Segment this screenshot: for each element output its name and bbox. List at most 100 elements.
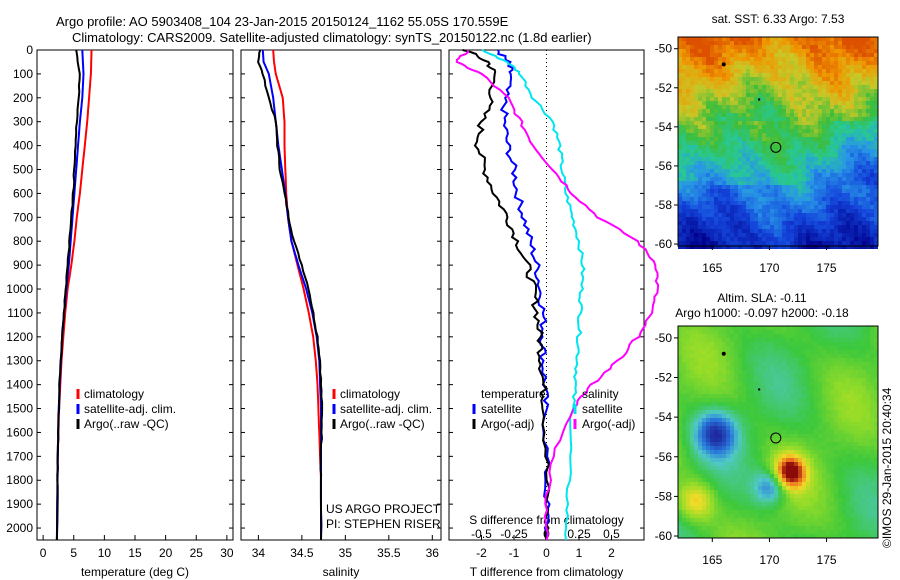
- sla-map-cell: [834, 482, 838, 486]
- sst-map-cell: [846, 217, 850, 221]
- sst-map-cell: [802, 77, 806, 81]
- sst-map-cell: [810, 229, 814, 233]
- sst-map-cell: [762, 141, 766, 145]
- sla-map-cell: [754, 426, 758, 430]
- sla-map-cell: [690, 366, 694, 370]
- sla-map-cell: [850, 378, 854, 382]
- sla-map-cell: [822, 370, 826, 374]
- sla-map-cell: [722, 482, 726, 486]
- sst-map-cell: [786, 177, 790, 181]
- depth-tick-label: 1100: [7, 306, 33, 320]
- sla-map-cell: [830, 390, 834, 394]
- sst-map-cell: [818, 37, 822, 41]
- sst-map-cell: [834, 141, 838, 145]
- sst-map-cell: [850, 57, 854, 61]
- sst-map-cell: [814, 233, 818, 237]
- sst-map-cell: [770, 225, 774, 229]
- sst-map-cell: [774, 45, 778, 49]
- sst-map-cell: [790, 141, 794, 145]
- salinity-plot-frame: [240, 49, 442, 541]
- sst-map-cell: [838, 233, 842, 237]
- sst-map-cell: [866, 193, 870, 197]
- sla-map-cell: [874, 334, 878, 338]
- sst-map-cell: [826, 113, 830, 117]
- sst-map-cell: [834, 101, 838, 105]
- sla-map-cell: [734, 430, 738, 434]
- sst-map-cell: [770, 93, 774, 97]
- sla-map-cell: [838, 446, 842, 450]
- sla-map-cell: [826, 470, 830, 474]
- sla-map-cell: [722, 358, 726, 362]
- sla-map-cell: [790, 430, 794, 434]
- sst-map-cell: [778, 213, 782, 217]
- sla-map-cell: [782, 406, 786, 410]
- sla-map-cell: [830, 382, 834, 386]
- sst-map-cell: [706, 221, 710, 225]
- sla-map-cell: [822, 338, 826, 342]
- sst-map-cell: [782, 217, 786, 221]
- sla-map-cell: [818, 482, 822, 486]
- sst-map-cell: [694, 141, 698, 145]
- sst-map-cell: [722, 149, 726, 153]
- sst-map-cell: [806, 209, 810, 213]
- sla-map-cell: [678, 466, 682, 470]
- sla-map-cell: [766, 426, 770, 430]
- sla-map-cell: [686, 338, 690, 342]
- sla-map-cell: [822, 490, 826, 494]
- sla-map-cell: [682, 470, 686, 474]
- sla-map-cell: [802, 370, 806, 374]
- sla-map-cell: [762, 450, 766, 454]
- sst-map-cell: [798, 89, 802, 93]
- sla-map-cell: [734, 362, 738, 366]
- sst-map-cell: [782, 85, 786, 89]
- sst-map-cell: [798, 129, 802, 133]
- sst-map-cell: [718, 217, 722, 221]
- sst-map-cell: [794, 217, 798, 221]
- sst-map-cell: [778, 89, 782, 93]
- sst-map-cell: [754, 173, 758, 177]
- sst-map-frame: [677, 36, 879, 247]
- sst-map-cell: [698, 129, 702, 133]
- sla-map-cell: [814, 394, 818, 398]
- sst-map-cell: [846, 165, 850, 169]
- sla-map-cell: [826, 358, 830, 362]
- sla-map-cell: [830, 422, 834, 426]
- sst-map-cell: [842, 169, 846, 173]
- sst-map-cell: [814, 61, 818, 65]
- sst-map-cell: [826, 157, 830, 161]
- sst-map-cell: [874, 41, 878, 45]
- depth-tick-label: 2000: [6, 521, 33, 535]
- sst-map-cell: [846, 181, 850, 185]
- sst-map-cell: [726, 145, 730, 149]
- sst-map-cell: [722, 57, 726, 61]
- sst-map-cell: [874, 105, 878, 109]
- sla-map-cell: [762, 390, 766, 394]
- sla-map-cell: [698, 362, 702, 366]
- sst-map-cell: [770, 229, 774, 233]
- sst-map-cell: [774, 49, 778, 53]
- sst-map-cell: [802, 125, 806, 129]
- sst-map-cell: [694, 181, 698, 185]
- sst-map-cell: [766, 37, 770, 41]
- sst-map-cell: [794, 85, 798, 89]
- sst-map-cell: [826, 185, 830, 189]
- sst-map-cell: [806, 165, 810, 169]
- sst-map-cell: [734, 245, 738, 249]
- sla-map-cell: [814, 334, 818, 338]
- sst-map-cell: [746, 141, 750, 145]
- sst-map-cell: [726, 105, 730, 109]
- sst-map-cell: [862, 121, 866, 125]
- sst-map-cell: [846, 105, 850, 109]
- sla-map-cell: [858, 334, 862, 338]
- sst-map-cell: [698, 201, 702, 205]
- sst-map-cell: [714, 241, 718, 245]
- sla-map-cell: [694, 454, 698, 458]
- sla-map-cell: [730, 394, 734, 398]
- sla-map-cell: [806, 394, 810, 398]
- sla-map-cell: [710, 418, 714, 422]
- sla-map-cell: [686, 362, 690, 366]
- sst-map-cell: [694, 109, 698, 113]
- sst-map-cell: [806, 141, 810, 145]
- sla-map-cell: [746, 326, 750, 330]
- sst-map-cell: [734, 193, 738, 197]
